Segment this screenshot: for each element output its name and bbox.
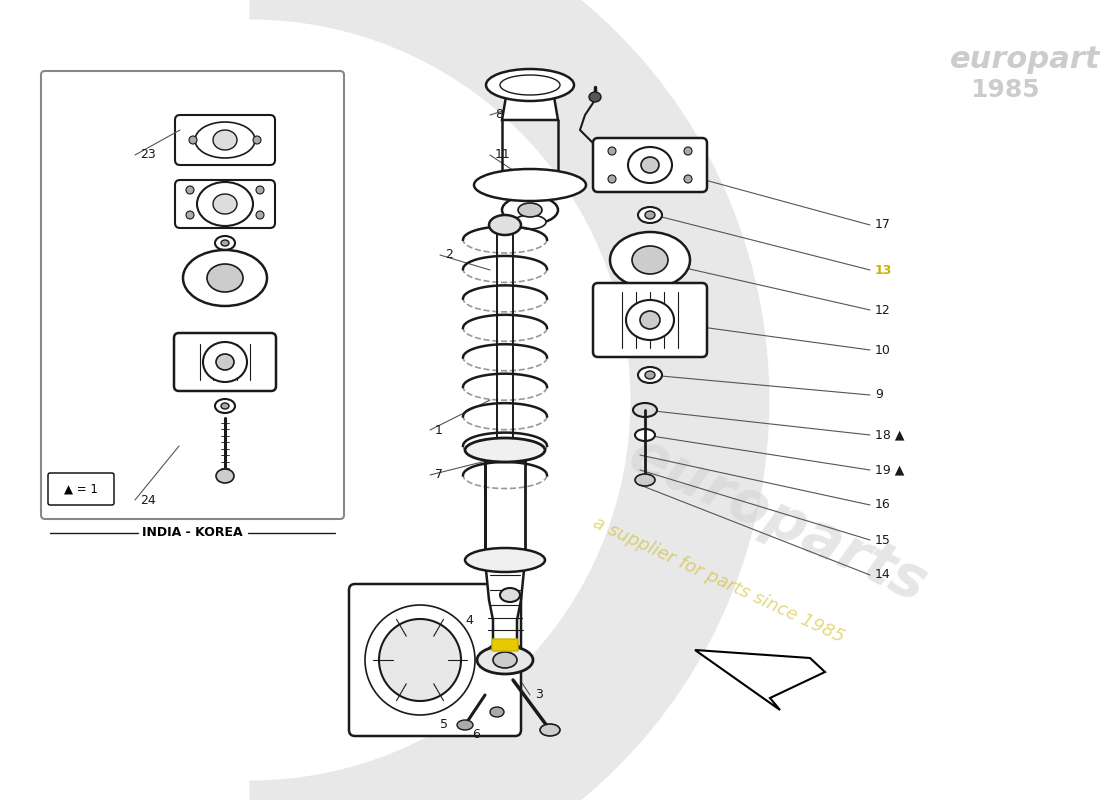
Ellipse shape — [256, 186, 264, 194]
Ellipse shape — [216, 469, 234, 483]
Ellipse shape — [635, 429, 654, 441]
Ellipse shape — [197, 182, 253, 226]
Ellipse shape — [490, 215, 521, 235]
Ellipse shape — [502, 196, 558, 224]
Ellipse shape — [588, 92, 601, 102]
Ellipse shape — [490, 707, 504, 717]
Ellipse shape — [684, 175, 692, 183]
Ellipse shape — [635, 474, 654, 486]
Text: europarts: europarts — [950, 46, 1100, 74]
Ellipse shape — [221, 403, 229, 409]
Text: 24: 24 — [140, 494, 156, 506]
Text: 7: 7 — [434, 469, 443, 482]
Ellipse shape — [632, 403, 657, 417]
Ellipse shape — [641, 157, 659, 173]
Text: 11: 11 — [495, 149, 510, 162]
Text: 10: 10 — [874, 343, 891, 357]
Text: 13: 13 — [874, 263, 892, 277]
Text: 14: 14 — [874, 569, 891, 582]
Text: 1985: 1985 — [970, 78, 1040, 102]
Ellipse shape — [632, 246, 668, 274]
FancyBboxPatch shape — [175, 180, 275, 228]
Ellipse shape — [213, 130, 236, 150]
FancyBboxPatch shape — [174, 333, 276, 391]
Text: 16: 16 — [874, 498, 891, 511]
Text: 15: 15 — [874, 534, 891, 546]
FancyBboxPatch shape — [175, 115, 275, 165]
Text: ▲ = 1: ▲ = 1 — [64, 482, 98, 495]
Text: 6: 6 — [472, 729, 480, 742]
Polygon shape — [695, 650, 825, 710]
Text: 17: 17 — [874, 218, 891, 231]
FancyBboxPatch shape — [349, 584, 521, 736]
Text: 19 ▲: 19 ▲ — [874, 463, 904, 477]
Text: 18 ▲: 18 ▲ — [874, 429, 904, 442]
Ellipse shape — [610, 232, 690, 288]
FancyBboxPatch shape — [593, 283, 707, 357]
Text: INDIA - KOREA: INDIA - KOREA — [142, 526, 243, 539]
Text: europarts: europarts — [620, 426, 936, 614]
Ellipse shape — [216, 354, 234, 370]
Ellipse shape — [213, 194, 236, 214]
Ellipse shape — [189, 136, 197, 144]
Text: 12: 12 — [874, 303, 891, 317]
FancyBboxPatch shape — [593, 138, 707, 192]
Ellipse shape — [195, 122, 255, 158]
Ellipse shape — [684, 147, 692, 155]
Ellipse shape — [186, 186, 194, 194]
Ellipse shape — [253, 136, 261, 144]
Ellipse shape — [456, 720, 473, 730]
Text: 3: 3 — [535, 689, 543, 702]
Ellipse shape — [221, 240, 229, 246]
Ellipse shape — [183, 250, 267, 306]
Ellipse shape — [645, 211, 654, 219]
Ellipse shape — [540, 724, 560, 736]
Ellipse shape — [638, 207, 662, 223]
Ellipse shape — [474, 169, 586, 201]
Text: 2: 2 — [446, 249, 453, 262]
Text: 5: 5 — [440, 718, 448, 731]
FancyBboxPatch shape — [41, 71, 344, 519]
Text: 4: 4 — [465, 614, 473, 626]
Ellipse shape — [214, 236, 235, 250]
Polygon shape — [502, 85, 558, 120]
Text: 1: 1 — [434, 423, 443, 437]
Ellipse shape — [638, 367, 662, 383]
Ellipse shape — [256, 211, 264, 219]
Ellipse shape — [486, 69, 574, 101]
Ellipse shape — [500, 75, 560, 95]
Ellipse shape — [477, 646, 534, 674]
Ellipse shape — [186, 211, 194, 219]
FancyBboxPatch shape — [48, 473, 114, 505]
Ellipse shape — [640, 311, 660, 329]
Ellipse shape — [626, 300, 674, 340]
Ellipse shape — [645, 371, 654, 379]
Ellipse shape — [465, 548, 544, 572]
Ellipse shape — [514, 215, 546, 229]
Text: a supplier for parts since 1985: a supplier for parts since 1985 — [590, 514, 847, 646]
Ellipse shape — [207, 264, 243, 292]
FancyBboxPatch shape — [492, 639, 518, 651]
Ellipse shape — [500, 588, 520, 602]
Ellipse shape — [493, 652, 517, 668]
Text: 23: 23 — [140, 149, 156, 162]
Ellipse shape — [204, 342, 248, 382]
Text: 9: 9 — [874, 389, 883, 402]
Ellipse shape — [214, 399, 235, 413]
Ellipse shape — [518, 203, 542, 217]
Ellipse shape — [365, 605, 475, 715]
Text: 8: 8 — [495, 109, 503, 122]
Ellipse shape — [379, 619, 461, 701]
Ellipse shape — [608, 175, 616, 183]
Ellipse shape — [628, 147, 672, 183]
Polygon shape — [485, 560, 525, 650]
Ellipse shape — [465, 438, 544, 462]
Ellipse shape — [608, 147, 616, 155]
